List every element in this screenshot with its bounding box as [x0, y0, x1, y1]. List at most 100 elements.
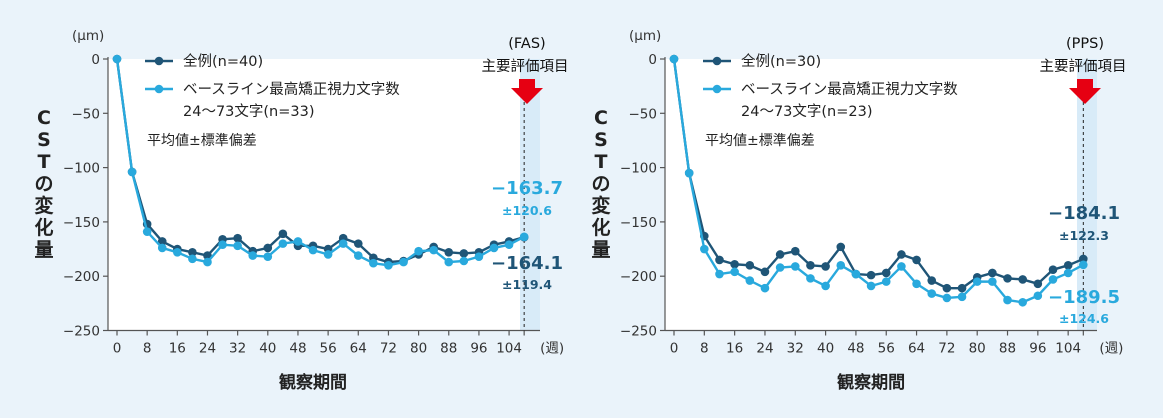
x-tick-label: 24	[756, 341, 773, 357]
x-tick-label: 16	[169, 341, 186, 357]
stats-note: 平均値±標準偏差	[705, 133, 815, 149]
series-0-point	[897, 250, 906, 259]
series-1-point	[338, 239, 348, 248]
legend-swatch-marker	[712, 56, 722, 66]
series-1-point	[414, 246, 423, 256]
series-0-point	[866, 270, 876, 280]
y-axis-title: C S T の変化量	[591, 107, 610, 261]
series-0-point	[1003, 274, 1012, 283]
stats-note: 平均値±標準偏差	[147, 133, 257, 149]
endpoint-value-label: −163.7	[491, 178, 563, 199]
x-tick-label: 40	[817, 341, 834, 357]
series-0-point	[444, 248, 454, 257]
series-1-point	[866, 281, 876, 291]
series-0-point	[745, 261, 755, 270]
endpoint-sd-label: ±120.6	[502, 203, 552, 218]
series-0-point	[957, 283, 967, 293]
y-axis-title-char: 化	[591, 216, 610, 239]
series-1-point	[745, 276, 755, 285]
analysis-set-label: (FAS)	[508, 36, 545, 52]
x-tick-label: 64	[908, 341, 925, 357]
series-0-point	[881, 268, 891, 278]
series-0-point	[836, 242, 846, 252]
series-1-point	[821, 281, 830, 291]
x-tick-label: 32	[787, 341, 804, 357]
series-0-point	[790, 246, 800, 256]
endpoint-value-label: −189.5	[1048, 287, 1120, 308]
y-unit-label: (μm)	[629, 28, 661, 44]
series-1-point	[399, 257, 408, 267]
series-1-point	[851, 269, 861, 279]
x-tick-label: 40	[259, 341, 276, 357]
series-1-point	[504, 240, 514, 250]
series-1-point	[1048, 275, 1058, 284]
series-1-point	[1018, 297, 1027, 307]
series-1-point	[760, 283, 770, 293]
primary-endpoint-arrow-icon	[511, 79, 543, 104]
x-tick-label: 56	[878, 341, 895, 357]
x-unit-label: (週)	[540, 341, 564, 357]
y-tick-label: −50	[72, 106, 101, 122]
y-tick-label: −100	[63, 161, 100, 177]
series-0-point	[1063, 261, 1073, 270]
series-0-point	[203, 251, 212, 260]
x-tick-label: 88	[440, 341, 457, 357]
primary-endpoint-label: 主要評価項目	[1040, 58, 1127, 75]
x-tick-label: 0	[670, 341, 679, 357]
analysis-set-label: (PPS)	[1066, 36, 1104, 52]
series-1-point	[730, 267, 739, 277]
endpoint-sd-label: ±119.4	[502, 277, 552, 292]
y-tick-label: −250	[63, 324, 100, 340]
series-1-point	[700, 244, 709, 254]
series-0-point	[942, 283, 952, 293]
series-1-point	[684, 168, 694, 178]
legend-entry: ベースライン最高矯正視力文字数	[741, 81, 958, 98]
series-0-point	[278, 229, 288, 239]
series-1-point	[1079, 260, 1088, 270]
series-0-point	[459, 249, 469, 258]
series-1-point	[173, 248, 182, 257]
x-tick-label: 24	[199, 341, 216, 357]
series-line-1	[672, 58, 1084, 304]
endpoint-value-label: −184.1	[1048, 203, 1120, 224]
series-0-point	[988, 268, 997, 278]
series-0-point	[157, 237, 167, 246]
series-1-point	[790, 262, 800, 271]
y-tick-label: −150	[63, 215, 100, 231]
series-1-point	[988, 277, 997, 286]
y-axis-title-char: 量	[591, 239, 610, 261]
y-axis-title-char: 変	[591, 194, 610, 217]
x-tick-label: 8	[700, 341, 709, 357]
y-axis-title-char: 量	[34, 239, 53, 261]
chart-fas: 0 −50 −100 −150 −200 −250 0 8 16 24 32 40 48 56 64 72 80…	[34, 28, 568, 393]
x-tick-label: 32	[229, 341, 246, 357]
y-axis-title-char: の	[34, 173, 53, 195]
x-tick-label: 80	[410, 341, 427, 357]
series-1-point	[669, 54, 679, 64]
x-tick-label: 104	[496, 341, 522, 357]
series-1-point	[444, 257, 454, 267]
series-1-point	[881, 277, 891, 286]
series-1-point	[897, 262, 906, 271]
series-1-point	[248, 251, 258, 260]
series-line-0	[115, 58, 525, 264]
y-axis-title-char: 変	[34, 194, 53, 217]
x-tick-label: 16	[726, 341, 743, 357]
series-0-point	[1048, 265, 1058, 274]
x-unit-label: (週)	[1099, 341, 1123, 357]
x-tick-label: 80	[969, 341, 986, 357]
series-1-point	[323, 250, 333, 259]
series-1-point	[112, 54, 122, 64]
plot-area	[108, 59, 520, 331]
series-0-point	[775, 250, 785, 259]
y-axis-title-char: C	[594, 107, 608, 129]
series-1-point	[957, 292, 967, 302]
series-0-point	[263, 243, 273, 253]
series-1-point	[369, 258, 378, 268]
series-1-point	[293, 237, 303, 246]
y-tick-label: −50	[629, 106, 658, 122]
legend-swatch-marker	[154, 56, 164, 66]
y-unit-label: (μm)	[72, 28, 104, 44]
series-0-point	[760, 267, 770, 277]
x-tick-label: 96	[470, 341, 487, 357]
